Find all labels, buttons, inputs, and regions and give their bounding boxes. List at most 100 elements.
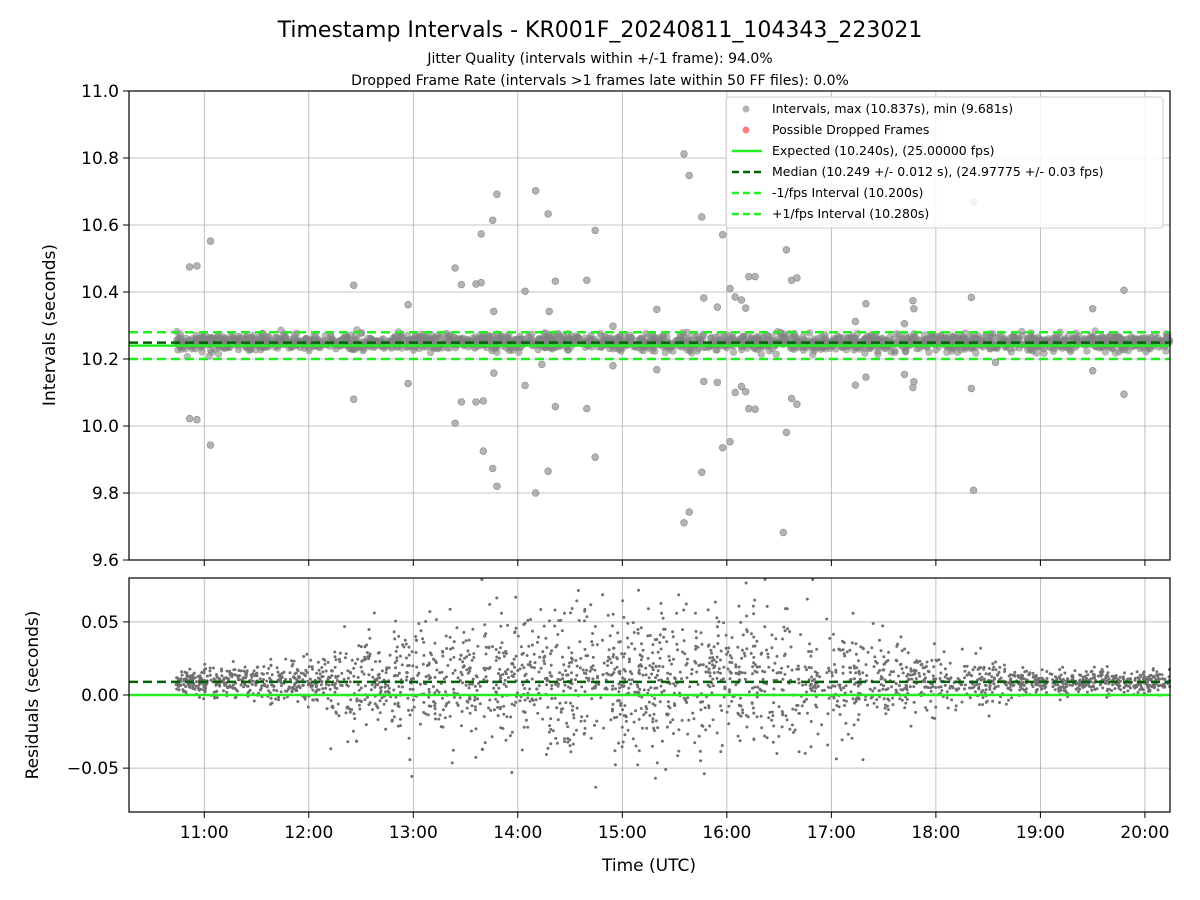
residual-point bbox=[626, 728, 630, 732]
residual-point bbox=[407, 653, 411, 657]
interval-point bbox=[208, 348, 216, 356]
residual-point bbox=[653, 686, 657, 690]
residual-point bbox=[514, 700, 518, 704]
residual-point bbox=[443, 716, 447, 720]
residual-point bbox=[441, 654, 445, 658]
residual-point bbox=[849, 690, 853, 694]
residual-point bbox=[368, 636, 372, 640]
residual-point bbox=[888, 673, 892, 677]
residual-point bbox=[370, 683, 374, 687]
residual-point bbox=[209, 678, 213, 682]
residual-point bbox=[780, 688, 784, 692]
residual-point bbox=[272, 684, 276, 688]
residual-point bbox=[828, 636, 832, 640]
residual-point bbox=[990, 690, 994, 694]
residual-point bbox=[777, 705, 781, 709]
residual-point bbox=[459, 653, 463, 657]
residual-point bbox=[1021, 680, 1025, 684]
residual-point bbox=[544, 636, 548, 640]
residual-point bbox=[502, 712, 506, 716]
residual-point bbox=[622, 668, 626, 671]
residual-point bbox=[1147, 686, 1151, 690]
residual-point bbox=[661, 665, 665, 669]
residual-point bbox=[850, 736, 854, 740]
residual-point bbox=[882, 697, 886, 701]
residual-point bbox=[1143, 677, 1147, 681]
residual-point bbox=[613, 667, 617, 671]
residual-point bbox=[816, 684, 820, 688]
residual-point bbox=[541, 650, 545, 654]
residual-point bbox=[664, 768, 668, 771]
residual-point bbox=[507, 676, 510, 679]
residual-point bbox=[724, 646, 728, 650]
residual-point bbox=[981, 703, 985, 707]
residual-point bbox=[839, 648, 843, 652]
residual-point bbox=[354, 739, 358, 743]
residual-point bbox=[887, 650, 891, 654]
residual-point bbox=[833, 684, 837, 688]
residual-point bbox=[305, 652, 309, 656]
interval-outlier-point bbox=[680, 519, 688, 527]
residual-point bbox=[225, 669, 229, 673]
residual-point bbox=[652, 712, 656, 716]
residual-point bbox=[481, 748, 485, 751]
residual-point bbox=[537, 635, 540, 639]
residual-point bbox=[576, 589, 580, 592]
residual-point bbox=[711, 656, 715, 659]
residual-point bbox=[410, 650, 414, 654]
residual-point bbox=[351, 729, 355, 733]
residual-point bbox=[311, 684, 315, 688]
residual-point bbox=[890, 685, 893, 689]
residual-point bbox=[422, 653, 426, 657]
residual-point bbox=[546, 746, 550, 750]
residual-point bbox=[184, 677, 188, 681]
residual-point bbox=[772, 724, 776, 728]
interval-outlier-point bbox=[787, 394, 796, 403]
residual-point bbox=[494, 683, 498, 687]
residual-point bbox=[826, 685, 830, 689]
residual-point bbox=[638, 687, 642, 691]
residual-point bbox=[549, 742, 553, 746]
residual-point bbox=[470, 682, 474, 686]
residual-point bbox=[736, 711, 740, 715]
residual-point bbox=[988, 684, 992, 687]
residual-point bbox=[997, 670, 1001, 674]
residual-point bbox=[832, 708, 835, 712]
residual-point bbox=[333, 650, 337, 654]
residual-point bbox=[401, 685, 404, 689]
residual-point bbox=[585, 714, 589, 718]
residual-point bbox=[1158, 677, 1162, 681]
residual-point bbox=[807, 650, 811, 653]
interval-outlier-point bbox=[751, 405, 759, 413]
residual-point bbox=[611, 702, 615, 706]
residual-point bbox=[891, 696, 894, 700]
residual-point bbox=[522, 725, 526, 729]
residual-point bbox=[456, 703, 460, 707]
residual-point bbox=[202, 697, 206, 701]
interval-point bbox=[192, 335, 200, 343]
residual-point bbox=[411, 687, 415, 691]
residual-point bbox=[737, 665, 741, 669]
residual-point bbox=[844, 699, 848, 703]
residual-point bbox=[626, 636, 629, 640]
residual-point bbox=[882, 662, 886, 666]
residual-point bbox=[810, 675, 814, 679]
residual-point bbox=[854, 698, 858, 701]
residual-point bbox=[510, 670, 514, 674]
residual-point bbox=[559, 707, 563, 711]
residual-point bbox=[738, 739, 742, 743]
residual-point bbox=[448, 635, 452, 639]
residual-point bbox=[465, 706, 469, 710]
residual-point bbox=[652, 729, 656, 733]
residual-point bbox=[610, 687, 614, 691]
interval-outlier-point bbox=[900, 370, 909, 379]
residual-point bbox=[954, 708, 958, 712]
residual-point bbox=[1146, 684, 1150, 687]
residual-point bbox=[1123, 671, 1126, 675]
legend-expected-label: Expected (10.240s), (25.00000 fps) bbox=[772, 143, 994, 158]
interval-outlier-point bbox=[731, 293, 739, 301]
residual-point bbox=[945, 690, 949, 694]
residual-point bbox=[526, 696, 530, 700]
residual-point bbox=[713, 600, 717, 604]
interval-point bbox=[1083, 347, 1091, 355]
